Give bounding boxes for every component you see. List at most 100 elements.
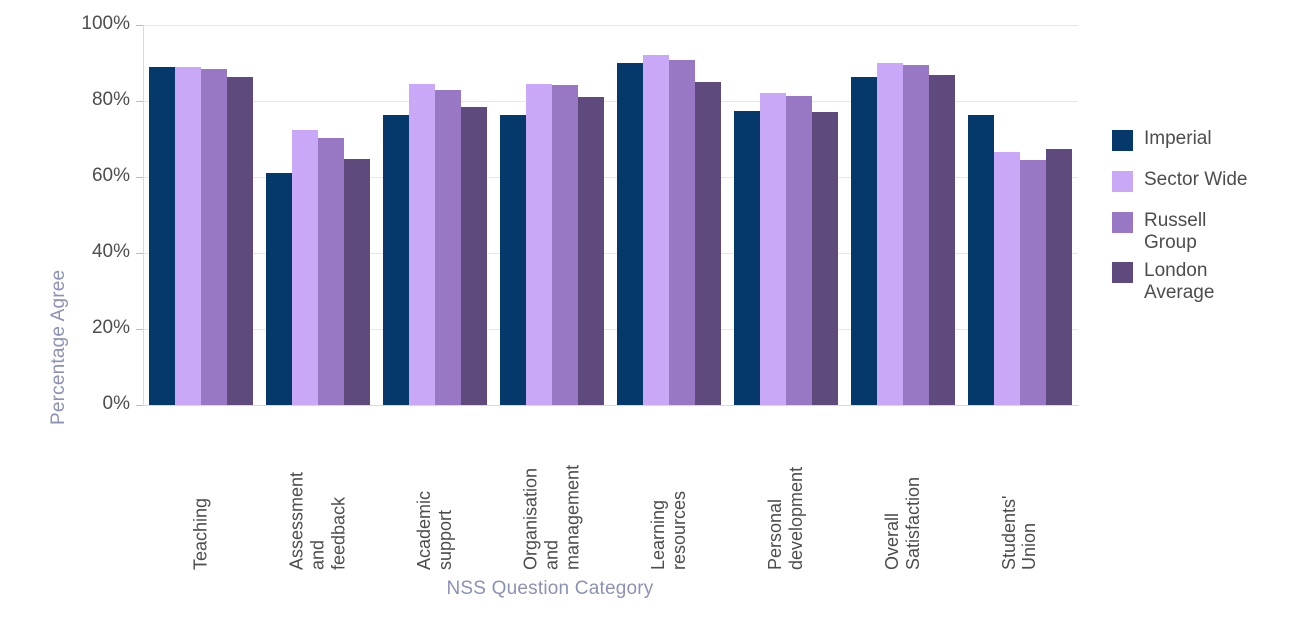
bar <box>811 111 838 405</box>
x-tick-cell: Overall Satisfaction <box>844 410 961 570</box>
x-tick-label: development <box>785 466 806 570</box>
bar <box>552 85 579 405</box>
x-tick-label: and <box>307 539 328 570</box>
bar <box>1019 159 1046 405</box>
x-tick-label: Students' <box>998 495 1019 571</box>
legend-label: London Average <box>1144 259 1215 303</box>
bar <box>227 77 254 405</box>
x-tick-label: management <box>562 464 583 570</box>
bar <box>642 55 669 405</box>
x-tick-cell: Academic support <box>377 410 494 570</box>
bar-group <box>143 25 260 405</box>
x-tick-cell: Teaching <box>143 410 260 570</box>
y-tick-label: 20% <box>91 317 130 338</box>
bar <box>668 60 695 405</box>
y-tick-label: 0% <box>102 393 130 414</box>
x-tick-label: support <box>435 509 456 570</box>
bar <box>785 95 812 405</box>
bar <box>201 68 228 405</box>
x-tick-label: Organisation <box>520 467 541 570</box>
bar <box>928 75 955 405</box>
bar-groups <box>143 25 1078 405</box>
legend-label: Imperial <box>1144 128 1212 149</box>
y-tick-mark <box>136 405 143 406</box>
bar-group <box>494 25 611 405</box>
y-tick-mark <box>136 25 143 26</box>
bar <box>383 115 410 405</box>
bar <box>500 115 527 405</box>
y-tick-mark <box>136 101 143 102</box>
x-tick-label: Assessment <box>286 471 307 570</box>
y-axis-title: Percentage Agree <box>48 269 69 425</box>
y-tick-label: 100% <box>81 13 130 34</box>
bar-group <box>844 25 961 405</box>
y-tick-label: 60% <box>91 165 130 186</box>
bar-group <box>377 25 494 405</box>
y-tick-label: 80% <box>91 89 130 110</box>
legend-label: Russell Group <box>1144 210 1207 253</box>
legend-swatch <box>1112 212 1133 233</box>
x-tick-label: Teaching <box>190 497 211 570</box>
legend-item: Imperial <box>1112 128 1287 151</box>
gridline <box>143 329 1078 330</box>
bar <box>1045 148 1072 405</box>
bar <box>759 93 786 405</box>
x-tick-label: Personal <box>764 498 785 570</box>
bar-group <box>727 25 844 405</box>
bar-group <box>260 25 377 405</box>
legend-swatch <box>1112 261 1133 283</box>
plot-area <box>143 25 1079 406</box>
bar <box>993 152 1020 405</box>
x-tick-label: and <box>541 539 562 570</box>
x-tick-label: Academic <box>414 490 435 570</box>
x-tick-label: feedback <box>328 496 349 570</box>
x-axis-category-labels: Teaching Assessment and feedback Academic sup… <box>143 410 1078 570</box>
y-tick-mark <box>136 177 143 178</box>
y-tick-mark <box>136 329 143 330</box>
bar <box>733 111 760 405</box>
x-tick-cell: Learning resources <box>611 410 728 570</box>
bar-group <box>611 25 728 405</box>
x-tick-cell: Students' Union <box>961 410 1078 571</box>
x-axis-title: NSS Question Category <box>446 578 654 599</box>
bar <box>967 115 994 405</box>
bar-group <box>961 25 1078 405</box>
gridline <box>143 177 1078 178</box>
legend-swatch <box>1112 171 1133 192</box>
x-tick-label: resources <box>668 490 689 570</box>
gridline <box>143 25 1078 26</box>
bar <box>344 158 371 405</box>
bar <box>694 82 721 405</box>
x-tick-label: Union <box>1019 522 1040 570</box>
bar <box>616 63 643 405</box>
bar <box>149 66 176 405</box>
gridline <box>143 253 1078 254</box>
bar <box>409 83 436 405</box>
legend: Imperial Sector Wide Russell Group London Ave… <box>1112 128 1287 309</box>
bar <box>461 107 488 405</box>
legend-label: Sector Wide <box>1144 169 1248 190</box>
bar <box>266 173 293 405</box>
x-tick-label: Learning <box>648 499 669 570</box>
x-tick-cell: Assessment and feedback <box>260 410 377 570</box>
legend-swatch <box>1112 130 1133 151</box>
bar <box>578 97 605 405</box>
bar <box>876 63 903 405</box>
bar <box>526 83 553 405</box>
bar <box>902 64 929 405</box>
y-tick-label: 40% <box>91 241 130 262</box>
bar <box>292 129 319 405</box>
x-tick-label: Satisfaction <box>902 476 923 570</box>
legend-item: London Average <box>1112 260 1287 304</box>
legend-item: Russell Group <box>1112 210 1287 254</box>
bar <box>435 89 462 405</box>
x-tick-cell: Organisation and management <box>494 410 611 570</box>
bar <box>850 77 877 405</box>
legend-item: Sector Wide <box>1112 169 1287 192</box>
bar <box>175 66 202 405</box>
bar <box>318 137 345 405</box>
gridline <box>143 101 1078 102</box>
y-tick-mark <box>136 253 143 254</box>
x-tick-cell: Personal development <box>727 410 844 570</box>
